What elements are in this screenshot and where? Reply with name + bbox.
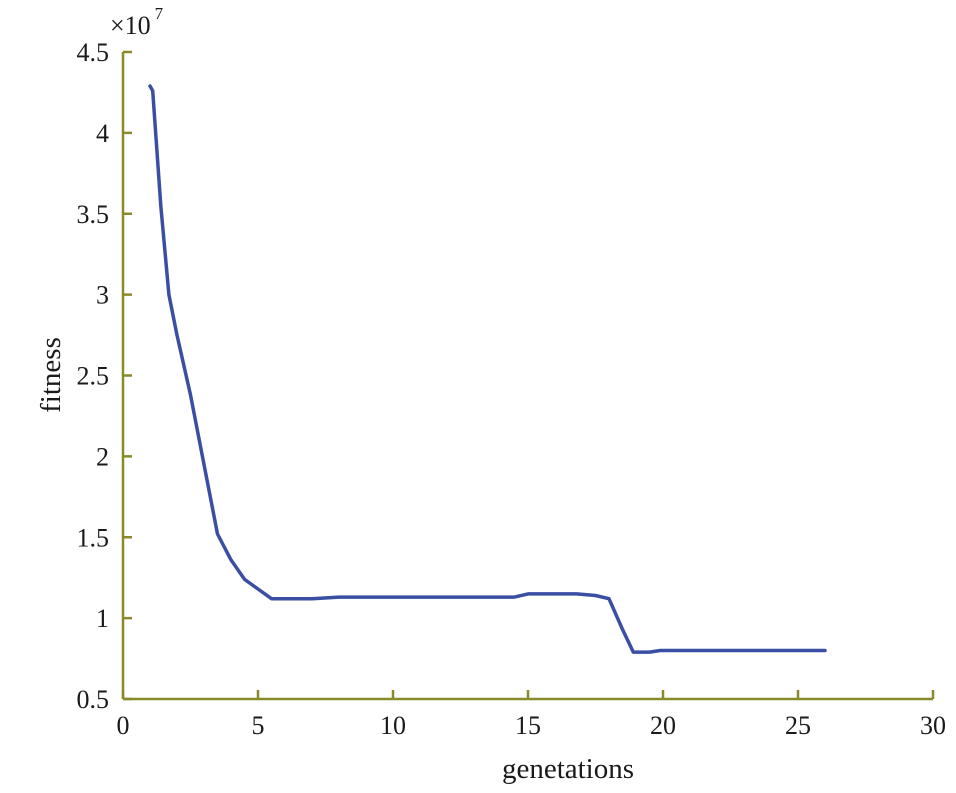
y-tick-label: 2.5 [77, 362, 110, 391]
y-multiplier: ×10 7 [110, 4, 164, 40]
x-tick-label: 5 [252, 711, 265, 740]
x-tick-label: 15 [515, 711, 541, 740]
x-tick-label: 25 [785, 711, 811, 740]
series-group [148, 84, 827, 654]
y-multiplier-exponent: 7 [155, 4, 164, 23]
y-ticks: 0.5 1 1.5 2 2.5 3 3.5 4 4.5 [77, 38, 132, 714]
y-axis-title: fitness [35, 337, 67, 413]
x-tick-label: 30 [920, 711, 946, 740]
y-tick-label: 1.5 [77, 523, 110, 552]
fitness-line [148, 84, 827, 654]
x-ticks: 0 5 10 15 20 25 30 [117, 690, 946, 740]
y-tick-label: 1 [96, 604, 109, 633]
x-tick-label: 10 [380, 711, 406, 740]
y-tick-label: 3 [96, 281, 109, 310]
x-axis-title: genetations [502, 753, 634, 785]
x-tick-label: 0 [117, 711, 130, 740]
y-tick-label: 0.5 [77, 685, 110, 714]
x-tick-label: 20 [650, 711, 676, 740]
axes [121, 52, 933, 701]
y-tick-label: 4.5 [77, 38, 110, 67]
y-tick-label: 4 [96, 119, 109, 148]
y-tick-label: 3.5 [77, 200, 110, 229]
y-multiplier-base: ×10 [110, 11, 151, 40]
y-tick-label: 2 [96, 442, 109, 471]
